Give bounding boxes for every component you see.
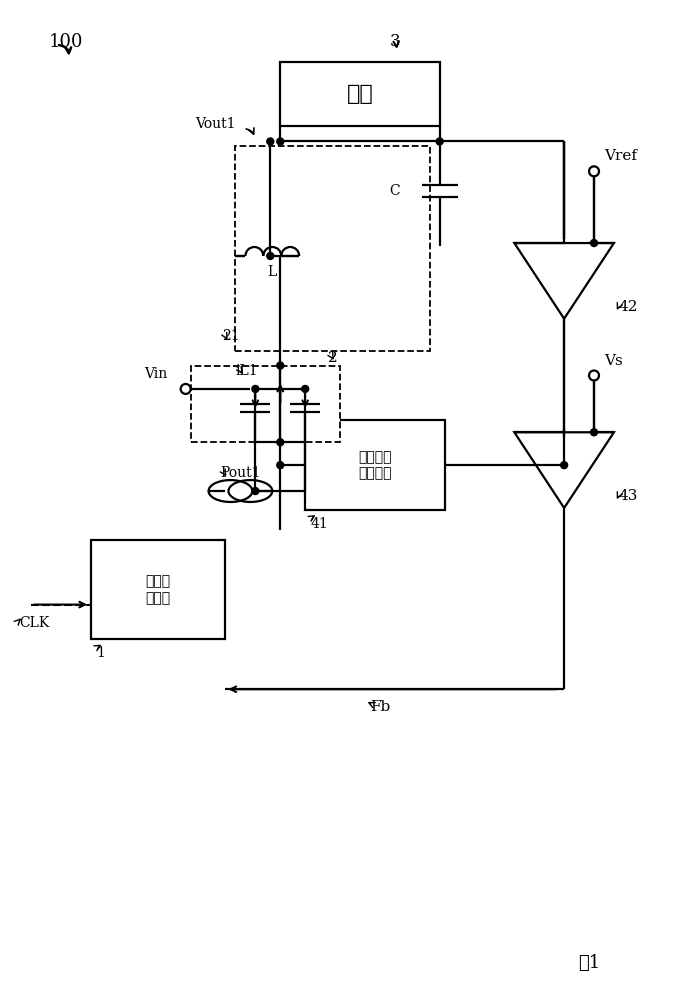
Text: L: L	[268, 265, 277, 279]
Bar	[305, 420, 445, 510]
Text: 42: 42	[619, 300, 638, 314]
Text: Vout1: Vout1	[196, 117, 236, 131]
Circle shape	[301, 385, 308, 392]
Bar	[91, 540, 226, 639]
Text: 负载: 负载	[347, 84, 373, 104]
Text: C: C	[389, 184, 400, 198]
Circle shape	[436, 138, 443, 145]
Text: 100: 100	[49, 33, 84, 51]
Circle shape	[590, 429, 597, 436]
Circle shape	[252, 488, 259, 495]
Text: 21: 21	[223, 329, 240, 343]
Text: 41: 41	[310, 517, 328, 531]
Circle shape	[277, 138, 284, 145]
Circle shape	[561, 462, 568, 469]
Bar	[191, 366, 340, 442]
Circle shape	[267, 138, 274, 145]
Text: Vs: Vs	[604, 354, 623, 368]
Text: 图1: 图1	[578, 954, 600, 972]
Text: CLK: CLK	[19, 616, 49, 630]
Text: 控制逻
辑电路: 控制逻 辑电路	[145, 575, 171, 605]
Circle shape	[277, 462, 284, 469]
Circle shape	[267, 252, 274, 259]
Circle shape	[277, 439, 284, 446]
Text: Vref: Vref	[604, 149, 637, 163]
Text: Vin: Vin	[144, 367, 167, 381]
Text: 43: 43	[619, 489, 638, 503]
Circle shape	[252, 385, 259, 392]
Text: 2: 2	[328, 351, 338, 365]
Bar	[235, 146, 429, 351]
Circle shape	[277, 362, 284, 369]
Text: Pout1: Pout1	[221, 466, 261, 480]
Text: Fb: Fb	[370, 700, 390, 714]
Text: 1: 1	[96, 646, 105, 660]
Bar	[280, 62, 440, 126]
Text: 电感电流
检测电路: 电感电流 检测电路	[358, 450, 392, 480]
Text: 3: 3	[390, 33, 400, 50]
Circle shape	[590, 240, 597, 247]
Text: iL1: iL1	[235, 364, 258, 378]
